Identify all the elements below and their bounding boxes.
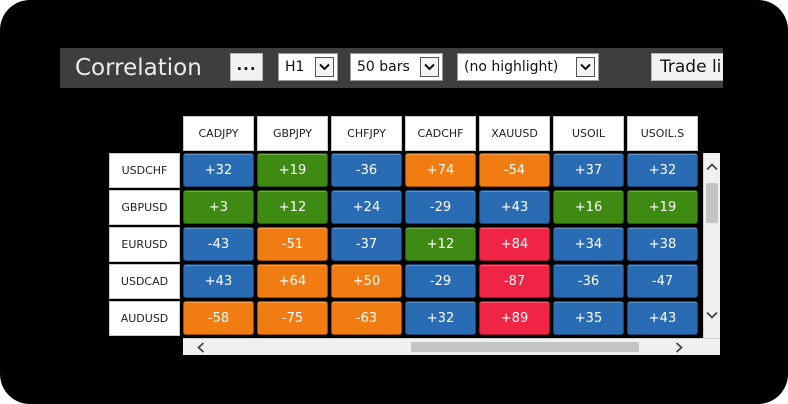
correlation-cell[interactable]: -36 xyxy=(331,153,402,187)
chevron-down-icon[interactable] xyxy=(420,57,439,77)
horizontal-scroll-thumb[interactable] xyxy=(411,342,639,352)
column-header[interactable]: CADJPY xyxy=(183,116,254,151)
correlation-cell[interactable]: +16 xyxy=(553,190,624,224)
correlation-cell[interactable]: +50 xyxy=(331,264,402,298)
bars-select[interactable]: 50 bars xyxy=(350,53,443,81)
vertical-scroll-thumb[interactable] xyxy=(706,183,718,223)
chevron-right-icon[interactable] xyxy=(675,342,683,353)
correlation-cell[interactable]: +38 xyxy=(627,227,698,261)
correlation-cell[interactable]: +12 xyxy=(405,227,476,261)
correlation-cell[interactable]: +32 xyxy=(183,153,254,187)
row-header[interactable]: USDCAD xyxy=(109,264,180,299)
chevron-down-icon[interactable] xyxy=(576,57,595,77)
correlation-cell[interactable]: -36 xyxy=(553,264,624,298)
column-header[interactable]: CHFJPY xyxy=(331,116,402,151)
correlation-cell[interactable]: +43 xyxy=(479,190,550,224)
vertical-scrollbar[interactable] xyxy=(703,153,720,339)
chevron-down-icon[interactable] xyxy=(706,311,718,319)
correlation-cell[interactable]: +3 xyxy=(183,190,254,224)
column-header[interactable]: USOIL.S xyxy=(627,116,698,151)
timeframe-value: H1 xyxy=(285,59,305,75)
correlation-cell[interactable]: +64 xyxy=(257,264,328,298)
correlation-cell[interactable]: -29 xyxy=(405,264,476,298)
correlation-grid: CADJPY GBPJPY CHFJPY CADCHF XAUUSD USOIL USOIL… xyxy=(109,116,720,356)
correlation-cell[interactable]: +43 xyxy=(627,301,698,335)
correlation-cell[interactable]: +12 xyxy=(257,190,328,224)
correlation-cell[interactable]: +19 xyxy=(257,153,328,187)
correlation-cell[interactable]: -51 xyxy=(257,227,328,261)
horizontal-scrollbar[interactable] xyxy=(183,338,720,355)
correlation-cell[interactable]: -63 xyxy=(331,301,402,335)
correlation-cell[interactable]: +19 xyxy=(627,190,698,224)
correlation-cell[interactable]: +24 xyxy=(331,190,402,224)
correlation-cell[interactable]: +84 xyxy=(479,227,550,261)
bars-value: 50 bars xyxy=(357,59,410,75)
more-options-button[interactable]: ... xyxy=(230,53,263,81)
correlation-cell[interactable]: +32 xyxy=(627,153,698,187)
trade-list-button[interactable]: Trade li xyxy=(651,53,723,81)
toolbar: Correlation ... H1 50 bars (no highlight… xyxy=(60,48,723,88)
chevron-down-icon[interactable] xyxy=(315,57,334,77)
row-header[interactable]: EURUSD xyxy=(109,227,180,262)
correlation-cell[interactable]: +37 xyxy=(553,153,624,187)
correlation-cell[interactable]: +34 xyxy=(553,227,624,261)
correlation-cell[interactable]: -43 xyxy=(183,227,254,261)
column-header[interactable]: USOIL xyxy=(553,116,624,151)
correlation-cell[interactable]: -47 xyxy=(627,264,698,298)
column-header[interactable]: GBPJPY xyxy=(257,116,328,151)
app-title: Correlation xyxy=(75,55,202,81)
correlation-cell[interactable]: +43 xyxy=(183,264,254,298)
highlight-select[interactable]: (no highlight) xyxy=(457,53,599,81)
correlation-cell[interactable]: +89 xyxy=(479,301,550,335)
row-header[interactable]: USDCHF xyxy=(109,153,180,188)
correlation-cell[interactable]: -29 xyxy=(405,190,476,224)
timeframe-select[interactable]: H1 xyxy=(278,53,338,81)
correlation-cell[interactable]: -54 xyxy=(479,153,550,187)
row-header[interactable]: AUDUSD xyxy=(109,301,180,336)
correlation-cell[interactable]: -58 xyxy=(183,301,254,335)
column-header[interactable]: XAUUSD xyxy=(479,116,550,151)
correlation-cell[interactable]: -87 xyxy=(479,264,550,298)
chevron-left-icon[interactable] xyxy=(197,342,205,353)
correlation-cell[interactable]: +35 xyxy=(553,301,624,335)
correlation-cell[interactable]: +32 xyxy=(405,301,476,335)
correlation-cell[interactable]: -75 xyxy=(257,301,328,335)
highlight-value: (no highlight) xyxy=(464,59,559,75)
correlation-cell[interactable]: +74 xyxy=(405,153,476,187)
column-header[interactable]: CADCHF xyxy=(405,116,476,151)
chevron-up-icon[interactable] xyxy=(706,163,718,171)
correlation-cell[interactable]: -37 xyxy=(331,227,402,261)
row-header[interactable]: GBPUSD xyxy=(109,190,180,225)
